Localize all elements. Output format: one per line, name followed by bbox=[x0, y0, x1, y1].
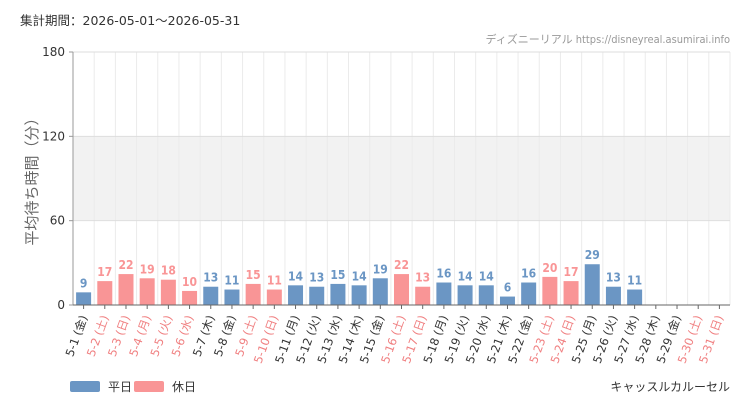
data-label: 22 bbox=[394, 258, 409, 272]
data-label: 11 bbox=[267, 274, 282, 288]
bar bbox=[457, 285, 473, 305]
data-label: 10 bbox=[182, 275, 197, 289]
y-axis-title: 平均待ち時間（分） bbox=[23, 110, 41, 245]
data-label: 22 bbox=[118, 258, 133, 272]
data-label: 9 bbox=[80, 276, 88, 290]
period-label: 集計期間：2026-05-01～2026-05-31 bbox=[20, 13, 241, 28]
bar bbox=[627, 289, 643, 305]
data-label: 13 bbox=[606, 271, 621, 285]
data-label: 14 bbox=[352, 269, 368, 283]
bar bbox=[542, 276, 558, 305]
data-label: 18 bbox=[161, 264, 176, 278]
y-axis: 0 60 120 180 bbox=[42, 45, 74, 312]
legend-holiday[interactable]: 休日 bbox=[134, 378, 196, 395]
holiday-swatch bbox=[134, 381, 164, 392]
data-label: 29 bbox=[585, 248, 600, 262]
bar bbox=[224, 289, 240, 305]
bar bbox=[394, 274, 409, 305]
data-label: 19 bbox=[373, 262, 388, 276]
bar bbox=[203, 286, 219, 305]
bar bbox=[118, 274, 134, 305]
legend-weekday[interactable]: 平日 bbox=[70, 378, 132, 395]
weekday-swatch bbox=[70, 381, 100, 392]
bar bbox=[351, 285, 367, 305]
data-label: 17 bbox=[97, 265, 112, 279]
data-label: 19 bbox=[140, 262, 155, 276]
data-label: 6 bbox=[504, 281, 512, 295]
bar bbox=[288, 285, 304, 305]
data-label: 16 bbox=[436, 267, 451, 281]
data-label: 11 bbox=[627, 274, 642, 288]
bars bbox=[76, 264, 643, 305]
bar bbox=[97, 281, 113, 305]
data-label: 20 bbox=[542, 261, 557, 275]
bar bbox=[245, 283, 261, 305]
legend-holiday-label: 休日 bbox=[172, 380, 197, 394]
bar bbox=[266, 289, 282, 305]
data-label: 15 bbox=[330, 268, 345, 282]
data-label: 17 bbox=[564, 265, 579, 279]
bar bbox=[605, 286, 621, 305]
bar bbox=[499, 296, 515, 305]
y-tick-label: 180 bbox=[42, 45, 65, 59]
attraction-name: キャッスルカルーセル bbox=[610, 380, 730, 394]
site-credit: ディズニーリアル https://disneyreal.asumirai.inf… bbox=[485, 33, 730, 46]
data-label: 14 bbox=[458, 269, 474, 283]
value-labels: 9 17 22 19 18 10 13 11 15 11 14 13 15 14 19 22 13 16 14 14 6… bbox=[80, 248, 642, 294]
x-axis: 5-1 (金)5-2 (土)5-3 (日)5-4 (月)5-5 (火)5-6 (… bbox=[63, 304, 730, 365]
bar bbox=[139, 278, 155, 305]
bar bbox=[372, 278, 388, 305]
bar bbox=[182, 290, 198, 305]
bar bbox=[160, 279, 176, 305]
bar bbox=[563, 281, 579, 305]
data-label: 16 bbox=[521, 267, 536, 281]
y-tick-label: 60 bbox=[50, 214, 65, 228]
bar bbox=[415, 286, 431, 305]
bar bbox=[330, 283, 346, 305]
grid-lines bbox=[72, 51, 731, 306]
data-label: 11 bbox=[224, 274, 239, 288]
data-label: 13 bbox=[203, 271, 218, 285]
data-label: 14 bbox=[479, 269, 495, 283]
data-label: 13 bbox=[415, 271, 430, 285]
y-tick-label: 120 bbox=[42, 129, 65, 143]
data-label: 15 bbox=[246, 268, 261, 282]
bar bbox=[76, 292, 92, 305]
bar bbox=[309, 286, 325, 305]
y-band-60-120 bbox=[73, 136, 730, 220]
data-label: 13 bbox=[309, 271, 324, 285]
bar bbox=[436, 282, 452, 305]
y-tick-label: 0 bbox=[57, 298, 65, 312]
bar bbox=[478, 285, 494, 305]
bar bbox=[521, 282, 537, 305]
legend-weekday-label: 平日 bbox=[108, 380, 133, 394]
bar bbox=[584, 264, 600, 305]
data-label: 14 bbox=[288, 269, 304, 283]
